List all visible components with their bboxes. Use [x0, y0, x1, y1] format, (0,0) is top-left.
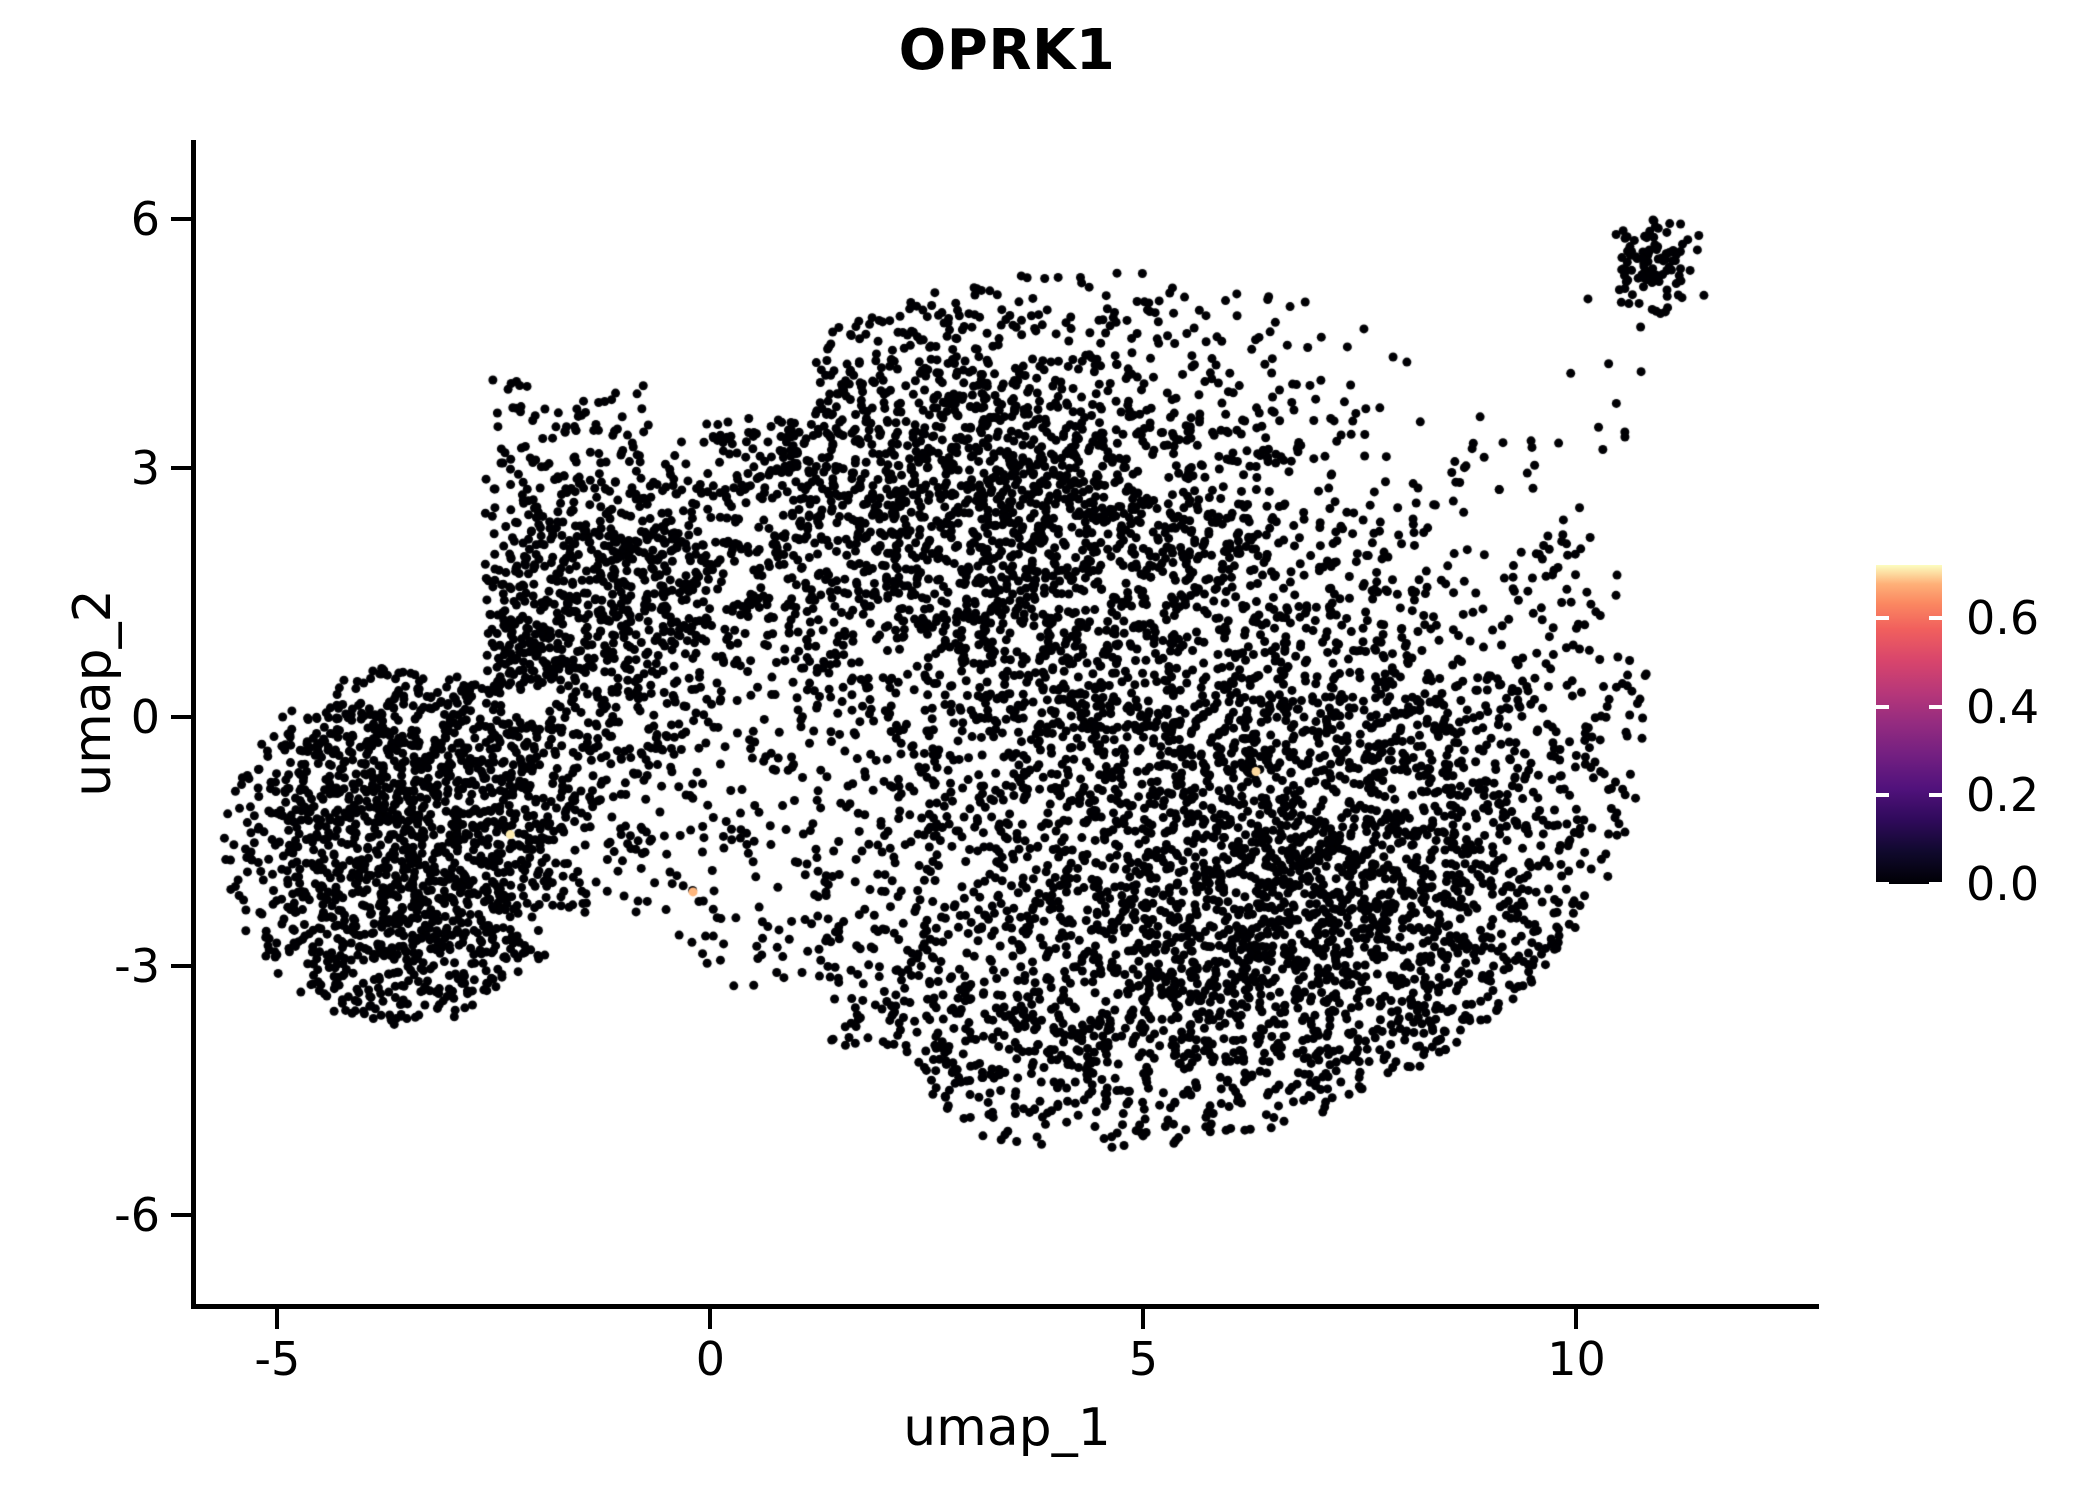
x-axis-spine: [191, 1304, 1819, 1309]
colorbar-tick-label: 0.0: [1966, 857, 2040, 911]
colorbar-tick-mark: [1929, 616, 1942, 621]
colorbar-gradient: [1876, 565, 1942, 884]
colorbar-tick-mark: [1929, 793, 1942, 798]
y-tick-label: 3: [130, 440, 160, 495]
colorbar-tick-mark: [1876, 882, 1889, 886]
x-tick-label: -5: [254, 1332, 301, 1386]
y-tick-mark: [171, 714, 191, 719]
y-axis-spine: [191, 140, 196, 1309]
y-tick-mark: [171, 465, 191, 470]
x-tick-label: 10: [1547, 1332, 1606, 1386]
x-tick-mark: [275, 1309, 280, 1329]
y-tick-mark: [171, 1212, 191, 1217]
colorbar-tick-mark: [1876, 793, 1889, 798]
x-axis-label: umap_1: [903, 1398, 1111, 1458]
y-tick-label: 0: [130, 689, 160, 744]
colorbar-tick-mark: [1876, 616, 1889, 621]
x-tick-label: 5: [1128, 1332, 1159, 1386]
colorbar-tick-mark: [1929, 882, 1942, 886]
scatter-plot: [195, 140, 1819, 1306]
colorbar-tick-label: 0.6: [1966, 591, 2040, 646]
y-tick-label: 6: [130, 191, 160, 246]
colorbar-tick-label: 0.2: [1966, 768, 2040, 823]
page-title: OPRK1: [898, 18, 1116, 83]
y-tick-mark: [171, 216, 191, 221]
plot-axes-area: [195, 140, 1819, 1306]
x-tick-mark: [1574, 1309, 1579, 1329]
y-axis-label: umap_2: [63, 589, 123, 797]
x-tick-mark: [1141, 1309, 1146, 1329]
x-tick-mark: [708, 1309, 713, 1329]
colorbar-tick-mark: [1929, 704, 1942, 709]
colorbar: [1876, 565, 1942, 884]
colorbar-tick-mark: [1876, 704, 1889, 709]
y-tick-mark: [171, 963, 191, 968]
x-tick-label: 0: [695, 1332, 725, 1386]
y-tick-label: -6: [114, 1187, 160, 1242]
y-tick-label: -3: [114, 938, 160, 993]
colorbar-tick-label: 0.4: [1966, 679, 2040, 734]
